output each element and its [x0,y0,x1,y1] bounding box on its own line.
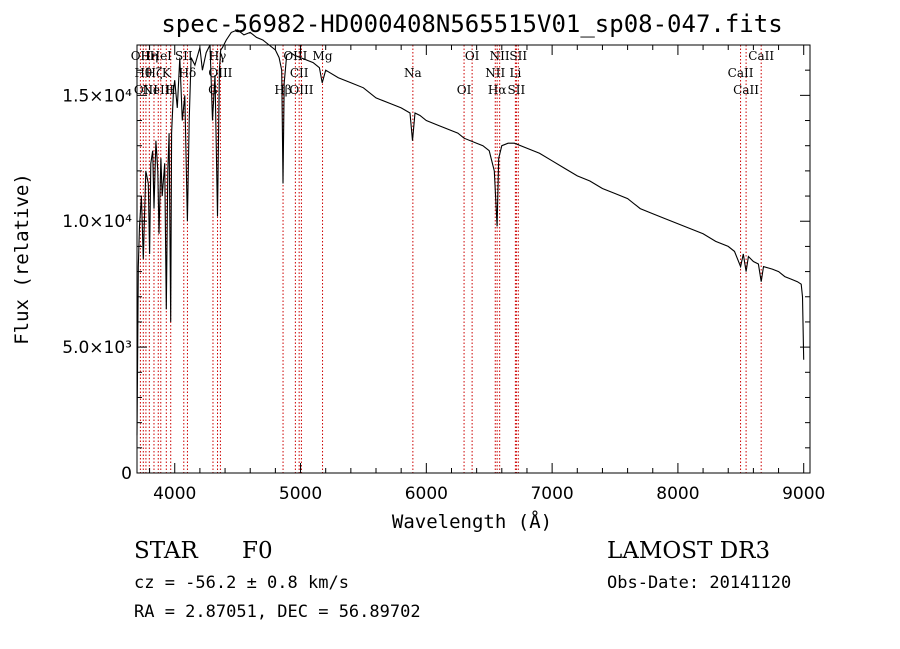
velocity-readout: cz = -56.2 ± 0.8 km/s [134,573,349,593]
object-type: STAR [134,538,198,564]
line-marker-label: Hθ [134,66,152,80]
line-marker-label: SII [509,49,527,63]
line-marker-label: Li [509,66,521,80]
line-marker-label: OIII [289,83,313,97]
line-marker-label: OI [457,83,472,97]
y-axis-label: Flux (relative) [11,173,33,345]
line-marker-labels: OIIHθOIIIHηHζNeIIIHeIKHSIIHδGHγOIIIHβOII… [131,49,775,97]
x-tick-label: 7000 [530,484,573,504]
line-marker-label: HeI [150,49,173,63]
spectral-subclass: F0 [242,538,273,564]
y-tick-label: 5.0×10³ [62,338,132,358]
line-marker-label: NII [490,49,510,63]
obs-date: Obs-Date: 20141120 [607,573,792,593]
line-marker-label: Hγ [209,49,227,63]
line-marker-label: SII [508,83,526,97]
x-tick-label: 4000 [153,484,196,504]
line-marker-label: OIII [134,83,158,97]
spectrum-series-line [136,29,805,436]
line-marker-label: Hα [488,83,507,97]
line-marker-label: SII [175,49,193,63]
line-marker-label: Hη [140,49,158,63]
y-tick-label: 0 [121,464,132,484]
coordinates: RA = 2.87051, DEC = 56.89702 [134,602,421,622]
chart-title: spec-56982-HD000408N565515V01_sp08-047.f… [161,10,782,38]
survey-name: LAMOST DR3 [607,538,771,564]
line-markers [139,45,762,473]
line-marker-label: OIII [208,66,232,80]
plot-frame [136,44,811,474]
line-marker-label: CaII [748,49,774,63]
line-marker-label: K [162,66,172,80]
x-tick-label: 8000 [656,484,699,504]
line-marker-label: CaII [728,66,754,80]
y-tick-label: 1.5×10⁴ [62,86,132,106]
line-marker-label: OII [131,49,151,63]
line-marker-label: Hζ [145,66,162,80]
line-marker-label: G [208,83,218,97]
axis-ticks: 4000 5000 6000 7000 8000 9000 0 5.0×10³ 1.0×10⁴ 1… [62,45,825,504]
x-tick-label: 5000 [279,484,322,504]
line-marker-label: OI [465,49,480,63]
line-marker-label: Hδ [179,66,197,80]
line-marker-label: Na [404,66,422,80]
x-tick-label: 9000 [782,484,825,504]
x-axis-label: Wavelength (Å) [392,510,552,533]
line-marker-label: Mg [313,49,333,63]
line-marker-label: NeIII [142,83,174,97]
line-marker-label: H [165,83,175,97]
line-marker-label: Hβ [274,83,291,97]
y-tick-label: 1.0×10⁴ [62,212,132,232]
x-tick-label: 6000 [405,484,448,504]
line-marker-label: CaII [733,83,759,97]
line-marker-label: NII [485,66,505,80]
line-marker-label: CII [290,66,309,80]
